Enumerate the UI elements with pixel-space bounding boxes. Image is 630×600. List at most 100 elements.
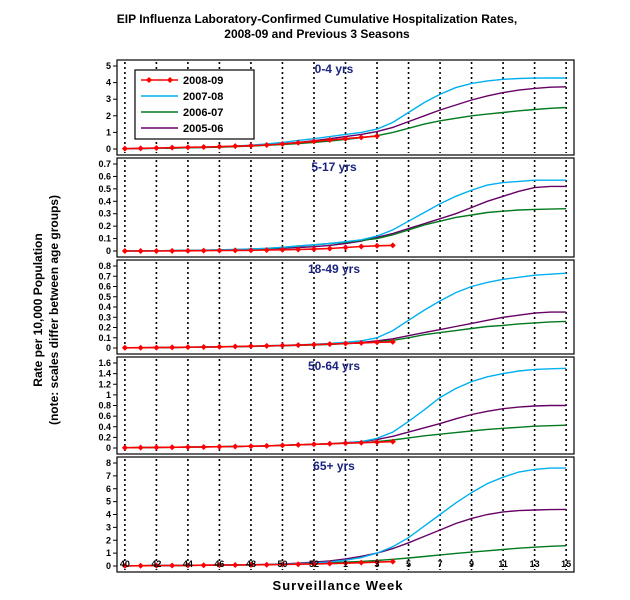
panel-title: 0-4 yrs <box>315 62 354 76</box>
data-point-2008-09 <box>295 342 302 349</box>
y-tick-label: 6 <box>106 484 111 494</box>
data-point-2008-09 <box>263 342 270 349</box>
y-tick-label: 1 <box>106 390 111 400</box>
x-tick-label: 46 <box>214 559 224 569</box>
data-point-2008-09 <box>389 558 396 565</box>
data-point-2008-09 <box>310 560 317 567</box>
y-tick-label: 0.5 <box>98 292 111 302</box>
panel-title: 18-49 yrs <box>308 262 360 276</box>
data-point-2008-09 <box>310 441 317 448</box>
panel-title: 5-17 yrs <box>311 160 357 174</box>
data-point-2008-09 <box>295 139 302 146</box>
panel-4: 0 1 2 3 4 5 6 7 8 65+ yrs <box>106 456 575 573</box>
data-point-2008-09 <box>358 243 365 250</box>
data-point-2008-09 <box>184 444 191 451</box>
data-point-2008-09 <box>247 561 254 568</box>
y-tick-label: 0.4 <box>98 196 111 206</box>
x-tick-labels: 40 42 44 46 48 50 52 1 3 5 7 9 11 13 15 <box>120 559 571 569</box>
data-point-2008-09 <box>216 443 223 450</box>
data-point-2008-09 <box>216 562 223 569</box>
data-point-2008-09 <box>263 561 270 568</box>
data-point-2008-09 <box>326 245 333 252</box>
data-point-2008-09 <box>358 559 365 566</box>
y-tick-label: 3 <box>106 522 111 532</box>
y-tick-label: 0.5 <box>98 184 111 194</box>
data-point-2008-09 <box>342 244 349 251</box>
data-point-2008-09 <box>326 560 333 567</box>
data-point-2008-09 <box>137 344 144 351</box>
panel-title: 65+ yrs <box>313 459 355 473</box>
y-tick-label: 1.6 <box>98 358 111 368</box>
data-point-2008-09 <box>169 144 176 151</box>
x-tick-label: 7 <box>438 559 443 569</box>
data-point-2008-09 <box>216 247 223 254</box>
y-tick-label: 0 <box>106 443 111 453</box>
y-tick-label: 0.1 <box>98 234 111 244</box>
panel-2: 00.10.20.30.40.50.60.70.8 18-49 yrs <box>98 259 575 355</box>
y-tick-label: 0.3 <box>98 209 111 219</box>
y-tick-label: 1 <box>106 127 111 137</box>
y-tick-label: 0 <box>106 246 111 256</box>
data-point-2008-09 <box>247 443 254 450</box>
y-tick-label: 0.4 <box>98 422 111 432</box>
data-point-2008-09 <box>169 444 176 451</box>
y-tick-label: 5 <box>106 61 111 71</box>
data-point-2008-09 <box>137 145 144 152</box>
data-point-2008-09 <box>232 443 239 450</box>
data-point-2008-09 <box>279 141 286 148</box>
data-point-2008-09 <box>326 341 333 348</box>
panel-title: 50-64 yrs <box>308 359 360 373</box>
data-point-2008-09 <box>342 440 349 447</box>
data-point-2008-09 <box>279 442 286 449</box>
y-tick-label: 2 <box>106 535 111 545</box>
data-point-2008-09 <box>200 443 207 450</box>
data-point-2008-09 <box>121 344 128 351</box>
x-tick-label: 15 <box>561 559 571 569</box>
data-point-2008-09 <box>137 444 144 451</box>
data-point-2008-09 <box>184 144 191 151</box>
chart-title-line1: EIP Influenza Laboratory-Confirmed Cumul… <box>117 12 518 26</box>
y-tick-label: 4 <box>106 78 111 88</box>
legend: 2008-09 2007-08 2006-07 2005-06 <box>134 69 255 140</box>
y-tick-label: 0.4 <box>98 302 111 312</box>
panel-3: 00.20.40.60.811.21.41.6 50-64 yrs <box>98 356 575 455</box>
data-point-2008-09 <box>310 341 317 348</box>
x-tick-label: 52 <box>309 559 319 569</box>
data-point-2008-09 <box>153 444 160 451</box>
data-point-2008-09 <box>263 142 270 149</box>
data-point-2008-09 <box>326 440 333 447</box>
data-point-2008-09 <box>374 339 381 346</box>
x-axis-label: Surveillance Week <box>273 578 404 593</box>
data-point-2008-09 <box>200 247 207 254</box>
y-tick-label: 0.2 <box>98 432 111 442</box>
y-tick-label: 0 <box>106 144 111 154</box>
data-point-2008-09 <box>200 343 207 350</box>
data-point-2008-09 <box>169 344 176 351</box>
data-point-2008-09 <box>389 438 396 445</box>
y-tick-label: 1 <box>106 548 111 558</box>
data-point-2008-09 <box>263 442 270 449</box>
chart-title-line2: 2008-09 and Previous 3 Seasons <box>224 27 410 41</box>
data-point-2008-09 <box>153 248 160 254</box>
data-point-2008-09 <box>279 342 286 349</box>
y-tick-label: 0.6 <box>98 171 111 181</box>
legend-label-2005-06: 2005-06 <box>183 123 223 135</box>
data-point-2008-09 <box>247 343 254 350</box>
y-tick-label: 7 <box>106 471 111 481</box>
data-point-2008-09 <box>389 338 396 345</box>
data-point-2008-09 <box>232 343 239 350</box>
x-tick-label: 9 <box>469 559 474 569</box>
y-tick-label: 0 <box>106 343 111 353</box>
legend-label-2008-09: 2008-09 <box>183 75 223 87</box>
data-point-2008-09 <box>232 143 239 150</box>
y-tick-label: 0.7 <box>98 159 111 169</box>
data-point-2008-09 <box>295 441 302 448</box>
x-tick-label: 44 <box>183 559 193 569</box>
data-point-2008-09 <box>200 562 207 569</box>
y-tick-label: 0.2 <box>98 323 111 333</box>
y-tick-label: 2 <box>106 111 111 121</box>
data-point-2008-09 <box>121 562 128 569</box>
data-point-2008-09 <box>358 134 365 141</box>
